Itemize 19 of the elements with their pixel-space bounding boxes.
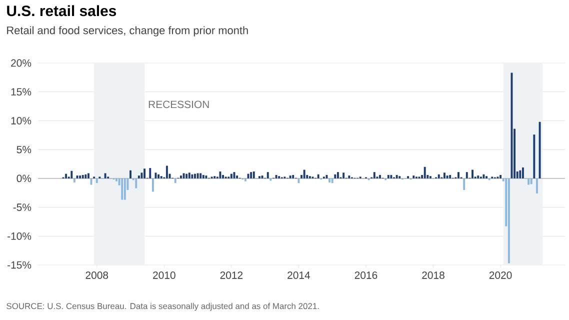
x-tick-label: 2012 (220, 272, 243, 279)
y-tick-label: 20% (11, 59, 32, 67)
y-tick-label: -10% (8, 232, 32, 240)
y-tick-label: -15% (8, 261, 32, 269)
x-tick-label: 2016 (354, 272, 378, 279)
x-tick-label: 2014 (288, 272, 310, 279)
y-tick-label: 0% (16, 174, 32, 182)
y-tick-label: -5% (13, 204, 32, 211)
band-label: RECESSION (148, 100, 209, 108)
source-note: SOURCE: U.S. Census Bureau. Data is seasonally adjusted and as of March 2021. (6, 302, 319, 311)
x-tick-label: 2018 (422, 272, 444, 279)
y-tick-label: 10% (11, 117, 32, 124)
chart-title: U.S. retail sales (7, 5, 116, 16)
y-tick-label: 15% (11, 88, 32, 96)
x-tick-label: 2008 (86, 272, 108, 279)
x-tick-label: 2010 (153, 272, 176, 279)
y-tick-label: 5% (16, 146, 32, 154)
chart-subtitle: Retail and food services, change from prior month (7, 26, 248, 36)
x-tick-label: 2020 (489, 272, 512, 279)
